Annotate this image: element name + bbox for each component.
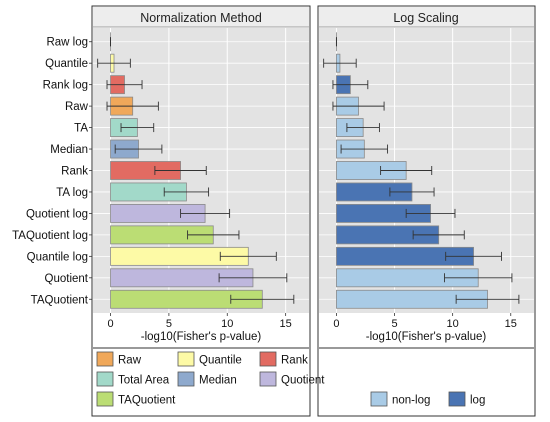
right-x-axis-label: -log10(Fisher's p-value) [366,331,487,343]
left-x-ticks: 0 5 10 15 [107,313,292,330]
legend-label: Total Area [118,375,170,387]
category-label: Quotient [45,273,89,285]
right-legend: non-log log [370,391,485,407]
legend-swatch [259,371,277,387]
legend-swatch [370,391,388,407]
category-label: Quantile log [27,251,88,263]
category-label: TA [74,123,88,135]
legend-label: Rank [281,355,308,367]
left-x-tick-label: 0 [107,318,113,330]
category-label: Raw log [46,37,88,49]
category-labels: Raw log Quantile Rank log Raw TA Median Rank TA… [12,37,92,306]
right-x-tick-label: 15 [505,318,517,330]
category-label: TA log [56,187,88,199]
category-label: Rank [61,166,88,178]
right-x-tick-label: 10 [447,318,459,330]
legend-label: log [470,395,485,407]
right-chart-title: Log Scaling [393,11,458,25]
legend-swatch [259,351,277,367]
left-x-tick-label: 10 [221,318,233,330]
legend-label: Raw [118,355,142,367]
category-label: TAQuotient [31,294,89,306]
category-label: TAQuotient log [12,230,88,242]
legend-label: TAQuotient [118,395,176,407]
right-x-tick-label: 5 [391,318,397,330]
legend-swatch [96,391,114,407]
legend-swatch [96,351,114,367]
legend-swatch [177,351,195,367]
right-title-strip [319,7,534,27]
left-title-strip [93,7,309,27]
left-error-bars [97,37,295,304]
legend-label: Quantile [199,355,242,367]
category-label: Raw [65,101,89,113]
right-x-tick-label: 0 [333,318,339,330]
right-error-bars [323,37,520,304]
legend-swatch [448,391,466,407]
legend-swatch [96,371,114,387]
left-x-axis-label: -log10(Fisher's p-value) [141,331,262,343]
right-bars [336,32,488,309]
category-label: Median [50,144,88,156]
left-chart-title: Normalization Method [140,11,262,25]
category-label: Quantile [45,58,88,70]
category-label: Rank log [43,80,88,92]
legend-label: Quotient [281,375,325,387]
legend-swatch [177,371,195,387]
legend-label: non-log [392,395,430,407]
category-label: Quotient log [26,208,88,220]
legend-label: Median [199,375,237,387]
left-x-tick-label: 5 [166,318,172,330]
left-x-tick-label: 15 [280,318,292,330]
right-x-ticks: 0 5 10 15 [333,313,517,330]
left-legend: Raw Quantile Rank Total Area Median Quotient T… [96,351,325,407]
